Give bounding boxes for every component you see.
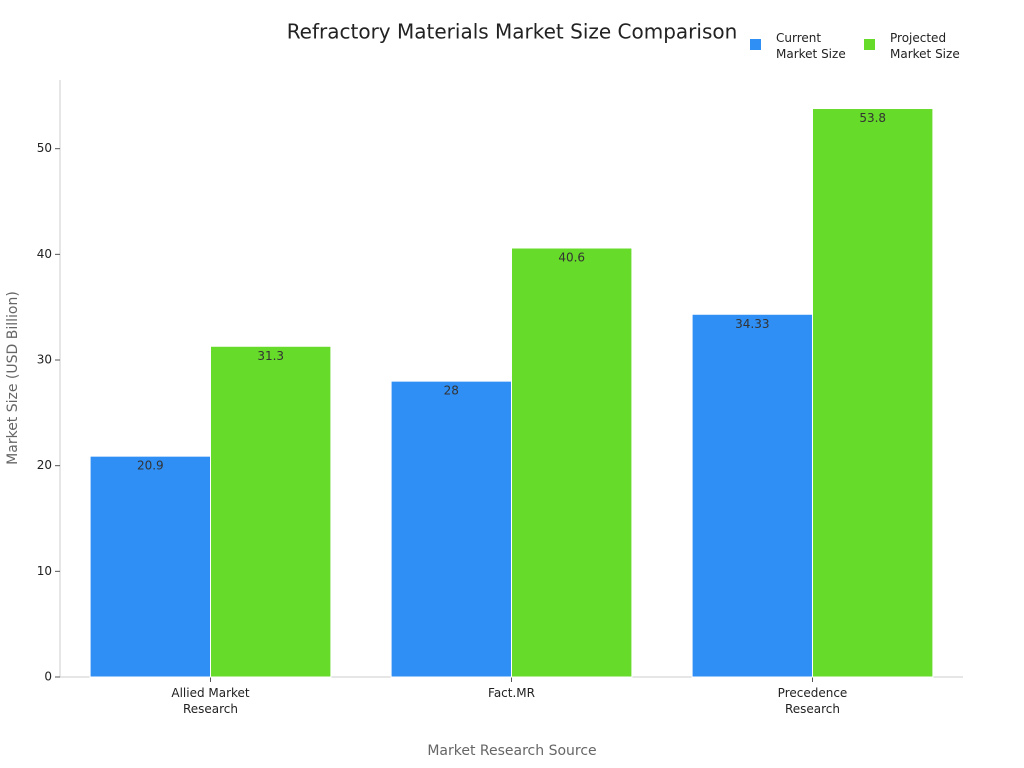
- bar: [390, 380, 513, 678]
- y-tick-label: 30: [37, 353, 52, 367]
- legend-label: Projected Market Size: [890, 31, 960, 61]
- y-tick-label: 40: [37, 247, 52, 261]
- value-label: 20.9: [137, 459, 164, 473]
- legend-swatch: [750, 39, 761, 50]
- y-axis-label: Market Size (USD Billion): [5, 291, 21, 465]
- bar: [210, 345, 332, 678]
- value-label: 31.3: [257, 349, 284, 363]
- bar: [691, 313, 813, 678]
- y-tick-label: 50: [37, 141, 52, 155]
- legend-label: Current Market Size: [776, 31, 846, 61]
- legend-swatch: [864, 39, 875, 50]
- x-axis-label: Market Research Source: [427, 743, 596, 759]
- value-label: 40.6: [558, 251, 585, 265]
- y-tick-label: 10: [37, 564, 52, 578]
- chart-title: Refractory Materials Market Size Compari…: [287, 20, 738, 44]
- bar: [89, 455, 211, 678]
- bar: [812, 108, 934, 678]
- value-label: 53.8: [859, 111, 886, 125]
- x-tick-label: Allied Market Research: [171, 686, 250, 716]
- x-tick-label: Fact.MR: [488, 686, 535, 700]
- value-label: 28: [444, 384, 459, 398]
- bar: [511, 247, 633, 678]
- value-label: 34.33: [735, 317, 769, 331]
- x-tick-label: Precedence Research: [777, 686, 848, 716]
- y-tick-label: 0: [44, 670, 52, 684]
- y-tick-label: 20: [37, 458, 52, 472]
